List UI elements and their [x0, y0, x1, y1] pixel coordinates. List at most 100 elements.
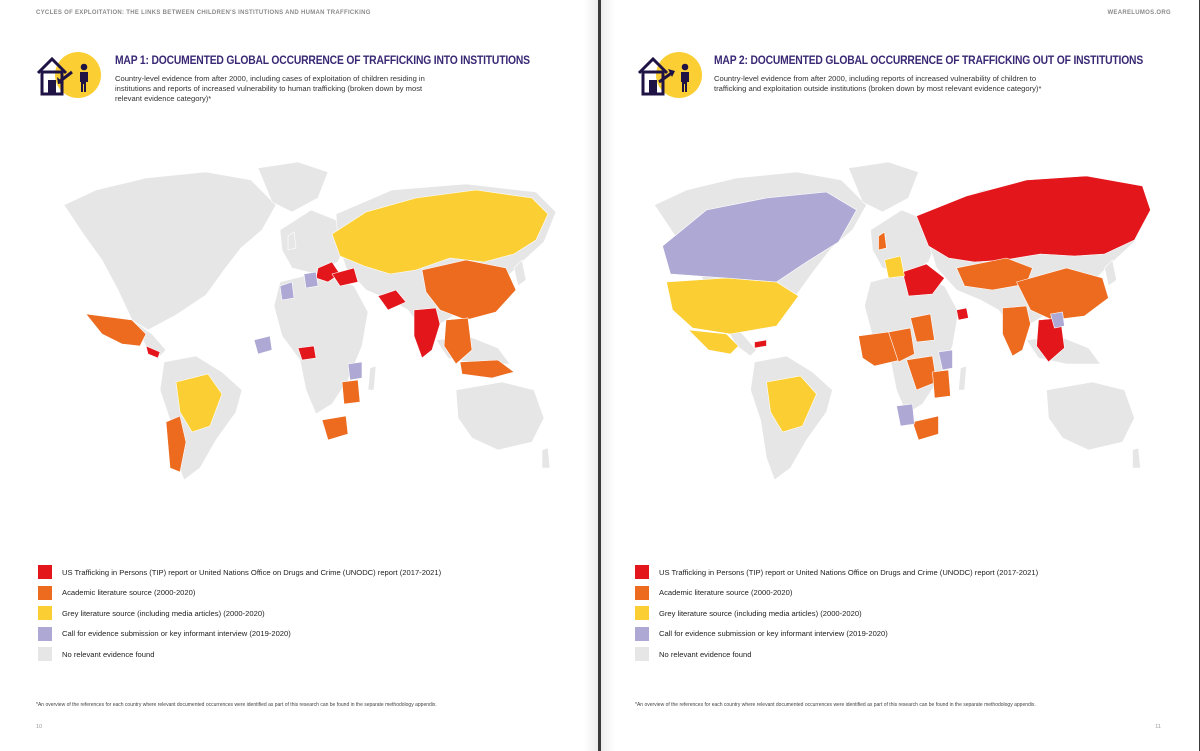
- page-number: 10: [36, 724, 43, 730]
- country-australia: [455, 381, 545, 451]
- country-new-zealand: [1132, 447, 1141, 469]
- map2-title: MAP 2: DOCUMENTED GLOBAL OCCURRENCE OF T…: [714, 53, 1144, 67]
- country-africa: [273, 271, 369, 415]
- country-western-europe: [884, 255, 905, 279]
- legend-label: Academic literature source (2000-2020): [659, 588, 793, 598]
- country-west-africa: [297, 345, 317, 361]
- country-madagascar: [958, 365, 967, 391]
- map1-world-map: [63, 161, 557, 481]
- legend-label: Call for evidence submission or key info…: [659, 629, 888, 639]
- country-greenland: [257, 161, 329, 213]
- country-west-africa: [858, 331, 901, 367]
- legend-swatch: [635, 606, 649, 621]
- map2-world-map: [654, 161, 1151, 481]
- country-morocco: [253, 335, 273, 355]
- country-europe: [870, 209, 937, 275]
- running-header-site: WEARELUMOS.ORG: [1107, 10, 1171, 16]
- legend-label: No relevant evidence found: [62, 649, 155, 659]
- legend-label: US Trafficking in Persons (TIP) report o…: [659, 567, 1039, 577]
- country-indonesia-philippines: [459, 359, 515, 379]
- country-south-africa: [912, 415, 939, 441]
- country-brazil: [175, 373, 223, 433]
- country-uk: [878, 231, 887, 251]
- legend-label: Call for evidence submission or key info…: [62, 629, 291, 639]
- map2-highlighted-countries: [662, 175, 1151, 441]
- legend-swatch: [38, 565, 52, 580]
- running-header: CYCLES OF EXPLOITATION: THE LINKS BETWEE…: [36, 10, 371, 16]
- legend-item: Grey literature source (including media …: [38, 603, 441, 624]
- country-mexico: [85, 313, 147, 347]
- country-madagascar: [367, 365, 377, 391]
- page-gutter-shadow: [601, 0, 615, 751]
- country-europe: [279, 209, 347, 275]
- country-japan: [1104, 259, 1117, 287]
- legend-item: Academic literature source (2000-2020): [38, 583, 441, 604]
- legend-item: US Trafficking in Persons (TIP) report o…: [38, 562, 441, 583]
- country-mexico: [687, 329, 739, 355]
- legend-label: Grey literature source (including media …: [659, 608, 862, 618]
- map1-title: MAP 1: DOCUMENTED GLOBAL OCCURRENCE OF T…: [115, 53, 530, 67]
- legend-item: No relevant evidence found: [635, 644, 1038, 665]
- page-number: 11: [1155, 724, 1161, 730]
- country-ukraine: [331, 267, 359, 287]
- page-right: WEARELUMOS.ORG MAP 2: DOCUMENTED GLOBAL …: [601, 0, 1199, 751]
- country-japan: [513, 259, 527, 287]
- legend-swatch: [38, 647, 52, 662]
- legend-swatch: [635, 647, 649, 662]
- legend-item: US Trafficking in Persons (TIP) report o…: [635, 562, 1038, 583]
- country-brazil: [766, 375, 817, 433]
- country-india: [413, 307, 441, 359]
- country-laos: [1050, 311, 1065, 329]
- country-caribbean: [754, 339, 767, 349]
- country-western-europe: [279, 281, 295, 301]
- country-southeast-asia: [443, 317, 473, 365]
- legend-swatch: [635, 585, 649, 600]
- legend-label: US Trafficking in Persons (TIP) report o…: [62, 567, 442, 577]
- house-child-arrow-icon: [36, 52, 101, 98]
- map2-footnote: *An overview of the references for each …: [635, 702, 1036, 708]
- country-east-africa: [938, 349, 953, 371]
- page-left: CYCLES OF EXPLOITATION: THE LINKS BETWEE…: [0, 0, 598, 751]
- country-central-america: [145, 345, 161, 359]
- country-nepal-afghanistan: [377, 289, 407, 311]
- legend-item: No relevant evidence found: [38, 644, 441, 665]
- map2-description: Country-level evidence from after 2000, …: [714, 74, 1042, 93]
- legend-swatch: [38, 626, 52, 641]
- country-usa: [666, 277, 799, 335]
- country-north-america: [63, 171, 277, 331]
- country-chad: [910, 313, 935, 343]
- country-new-zealand: [541, 447, 551, 469]
- country-australia: [1046, 381, 1135, 451]
- map1-legend: US Trafficking in Persons (TIP) report o…: [38, 562, 441, 665]
- map1-highlighted-countries: [85, 189, 549, 473]
- country-southern-africa: [321, 415, 349, 441]
- legend-label: No relevant evidence found: [659, 649, 752, 659]
- map2-legend: US Trafficking in Persons (TIP) report o…: [635, 562, 1038, 665]
- country-russia: [916, 175, 1151, 263]
- legend-item: Call for evidence submission or key info…: [38, 624, 441, 645]
- legend-item: Call for evidence submission or key info…: [635, 624, 1038, 645]
- legend-item: Academic literature source (2000-2020): [635, 583, 1038, 604]
- legend-swatch: [38, 606, 52, 621]
- country-east-africa-2: [341, 379, 361, 405]
- country-uk: [287, 231, 297, 251]
- country-russia-kazakhstan: [331, 189, 549, 275]
- map1-description: Country-level evidence from after 2000, …: [115, 74, 425, 103]
- country-canada: [662, 191, 857, 283]
- country-india: [1002, 305, 1031, 357]
- country-mideast: [956, 307, 969, 321]
- country-east-africa: [347, 361, 363, 381]
- country-namibia: [896, 403, 915, 427]
- country-china: [421, 259, 517, 321]
- country-nigeria: [888, 327, 915, 363]
- country-china: [1016, 267, 1109, 321]
- house-child-arrow-icon: [637, 52, 702, 98]
- legend-swatch: [38, 585, 52, 600]
- country-east-africa-2: [932, 369, 951, 399]
- country-moldova-romania: [303, 271, 319, 289]
- map1-footnote: *An overview of the references for each …: [36, 702, 437, 708]
- legend-label: Grey literature source (including media …: [62, 608, 265, 618]
- country-eastern-europe: [902, 263, 945, 297]
- legend-swatch: [635, 565, 649, 580]
- legend-swatch: [635, 626, 649, 641]
